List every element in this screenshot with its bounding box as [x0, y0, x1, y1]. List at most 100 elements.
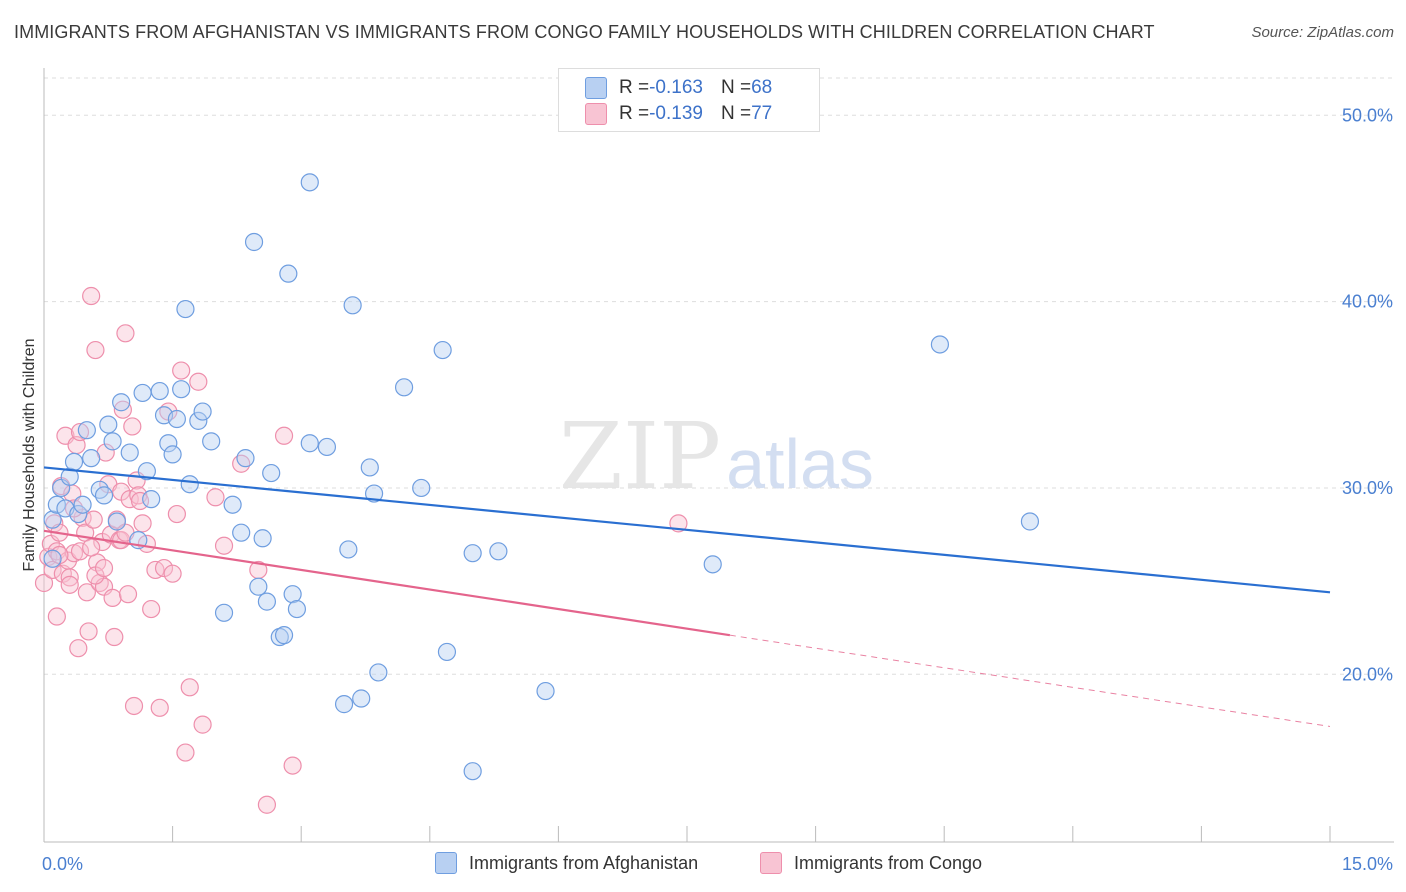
- afghanistan-point: [274, 626, 294, 645]
- congo-point: [60, 575, 79, 594]
- afghanistan-trend-line: [43, 466, 1331, 594]
- congo-point: [113, 400, 132, 419]
- afghanistan-point: [343, 296, 362, 315]
- legend-row-afghanistan: R = -0.163 N = 68: [585, 76, 772, 100]
- afghanistan-point: [703, 555, 722, 574]
- afghanistan-legend-label: Immigrants from Afghanistan: [469, 852, 699, 873]
- afghanistan-point: [463, 762, 482, 781]
- afghanistan-point: [69, 504, 88, 524]
- congo-point: [79, 622, 98, 641]
- congo-point: [193, 715, 212, 734]
- congo-point: [94, 558, 114, 578]
- afghanistan-point: [489, 542, 508, 561]
- congo-point: [142, 599, 161, 619]
- congo-point: [82, 286, 101, 306]
- y-axis-label: Family Households with Children: [21, 339, 38, 572]
- afghanistan-r-value: -0.163: [649, 77, 703, 98]
- afghanistan-point: [103, 432, 122, 451]
- congo-point: [176, 743, 195, 762]
- congo-point: [180, 678, 199, 697]
- afghanistan-point: [279, 264, 298, 283]
- afghanistan-point: [352, 689, 371, 708]
- afghanistan-point: [433, 340, 452, 360]
- trend-lines: [43, 466, 1331, 727]
- watermark-atlas: atlas: [726, 425, 874, 503]
- congo-point: [82, 538, 101, 557]
- afghanistan-point: [159, 434, 178, 453]
- afghanistan-point: [94, 486, 114, 505]
- legend-item-congo: Immigrants from Congo: [760, 852, 982, 874]
- congo-point: [118, 585, 138, 604]
- afghanistan-point: [214, 603, 234, 622]
- axes: [43, 68, 1394, 843]
- afghanistan-point: [232, 523, 251, 542]
- grid-lines: [44, 77, 1394, 675]
- congo-point: [60, 568, 79, 587]
- y-tick-label: 20.0%: [1342, 664, 1393, 684]
- afghanistan-point: [364, 484, 384, 503]
- afghanistan-point: [176, 299, 195, 319]
- afghanistan-point: [112, 393, 131, 412]
- afghanistan-point: [253, 529, 272, 548]
- congo-point: [167, 504, 186, 524]
- afghanistan-point: [202, 432, 221, 451]
- afghanistan-point: [257, 592, 277, 611]
- afghanistan-point: [236, 449, 255, 468]
- afghanistan-point: [437, 642, 457, 662]
- congo-point: [84, 510, 103, 529]
- afghanistan-point: [64, 452, 84, 471]
- congo-point: [274, 426, 294, 445]
- congo-r-label: R =: [619, 103, 650, 124]
- congo-legend-label: Immigrants from Congo: [794, 852, 983, 873]
- afghanistan-point: [300, 434, 319, 453]
- afghanistan-point: [300, 173, 319, 192]
- congo-n-label: N =: [720, 103, 752, 124]
- afghanistan-point: [1020, 512, 1040, 531]
- congo-point: [172, 361, 191, 380]
- afghanistan-point: [172, 380, 191, 399]
- afghanistan-point: [283, 585, 302, 604]
- congo-point: [206, 488, 225, 507]
- congo-trend-extension: [729, 634, 1331, 727]
- afghanistan-point: [142, 490, 161, 509]
- afghanistan-point: [244, 232, 264, 252]
- congo-point: [130, 491, 150, 511]
- congo-points: [34, 286, 688, 814]
- congo-point: [257, 795, 277, 814]
- afghanistan-point: [137, 462, 156, 481]
- afghanistan-point: [150, 381, 169, 401]
- watermark: ZIP atlas: [559, 403, 874, 510]
- afghanistan-point: [317, 437, 337, 457]
- source-credit: Source: ZipAtlas.com: [1251, 24, 1394, 41]
- y-tick-label: 40.0%: [1342, 292, 1393, 312]
- afghanistan-point: [223, 495, 242, 514]
- afghanistan-point: [60, 467, 79, 486]
- congo-point: [47, 607, 66, 626]
- afghanistan-point: [930, 335, 950, 354]
- afghanistan-point: [107, 512, 126, 531]
- afghanistan-point: [73, 495, 92, 514]
- afghanistan-point: [463, 544, 482, 563]
- congo-point: [116, 324, 135, 343]
- afghanistan-point: [193, 402, 212, 421]
- congo-legend-swatch: [760, 852, 782, 874]
- congo-trend-line: [43, 529, 731, 637]
- afghanistan-point: [262, 463, 281, 483]
- afghanistan-point: [167, 409, 186, 429]
- afghanistan-point: [163, 445, 182, 464]
- congo-point: [34, 573, 54, 593]
- afghanistan-r-label: R =: [619, 77, 650, 98]
- afghanistan-point: [120, 443, 139, 462]
- congo-point: [103, 588, 122, 607]
- afghanistan-legend-swatch: [435, 852, 457, 874]
- congo-point: [214, 536, 234, 555]
- congo-point: [283, 756, 302, 775]
- afghanistan-point: [180, 475, 199, 494]
- congo-point: [133, 514, 152, 533]
- afghanistan-swatch: [585, 77, 607, 99]
- x-tick-label: 15.0%: [1342, 854, 1393, 874]
- congo-point: [77, 583, 96, 602]
- afghanistan-point: [99, 415, 118, 434]
- congo-point: [150, 698, 169, 717]
